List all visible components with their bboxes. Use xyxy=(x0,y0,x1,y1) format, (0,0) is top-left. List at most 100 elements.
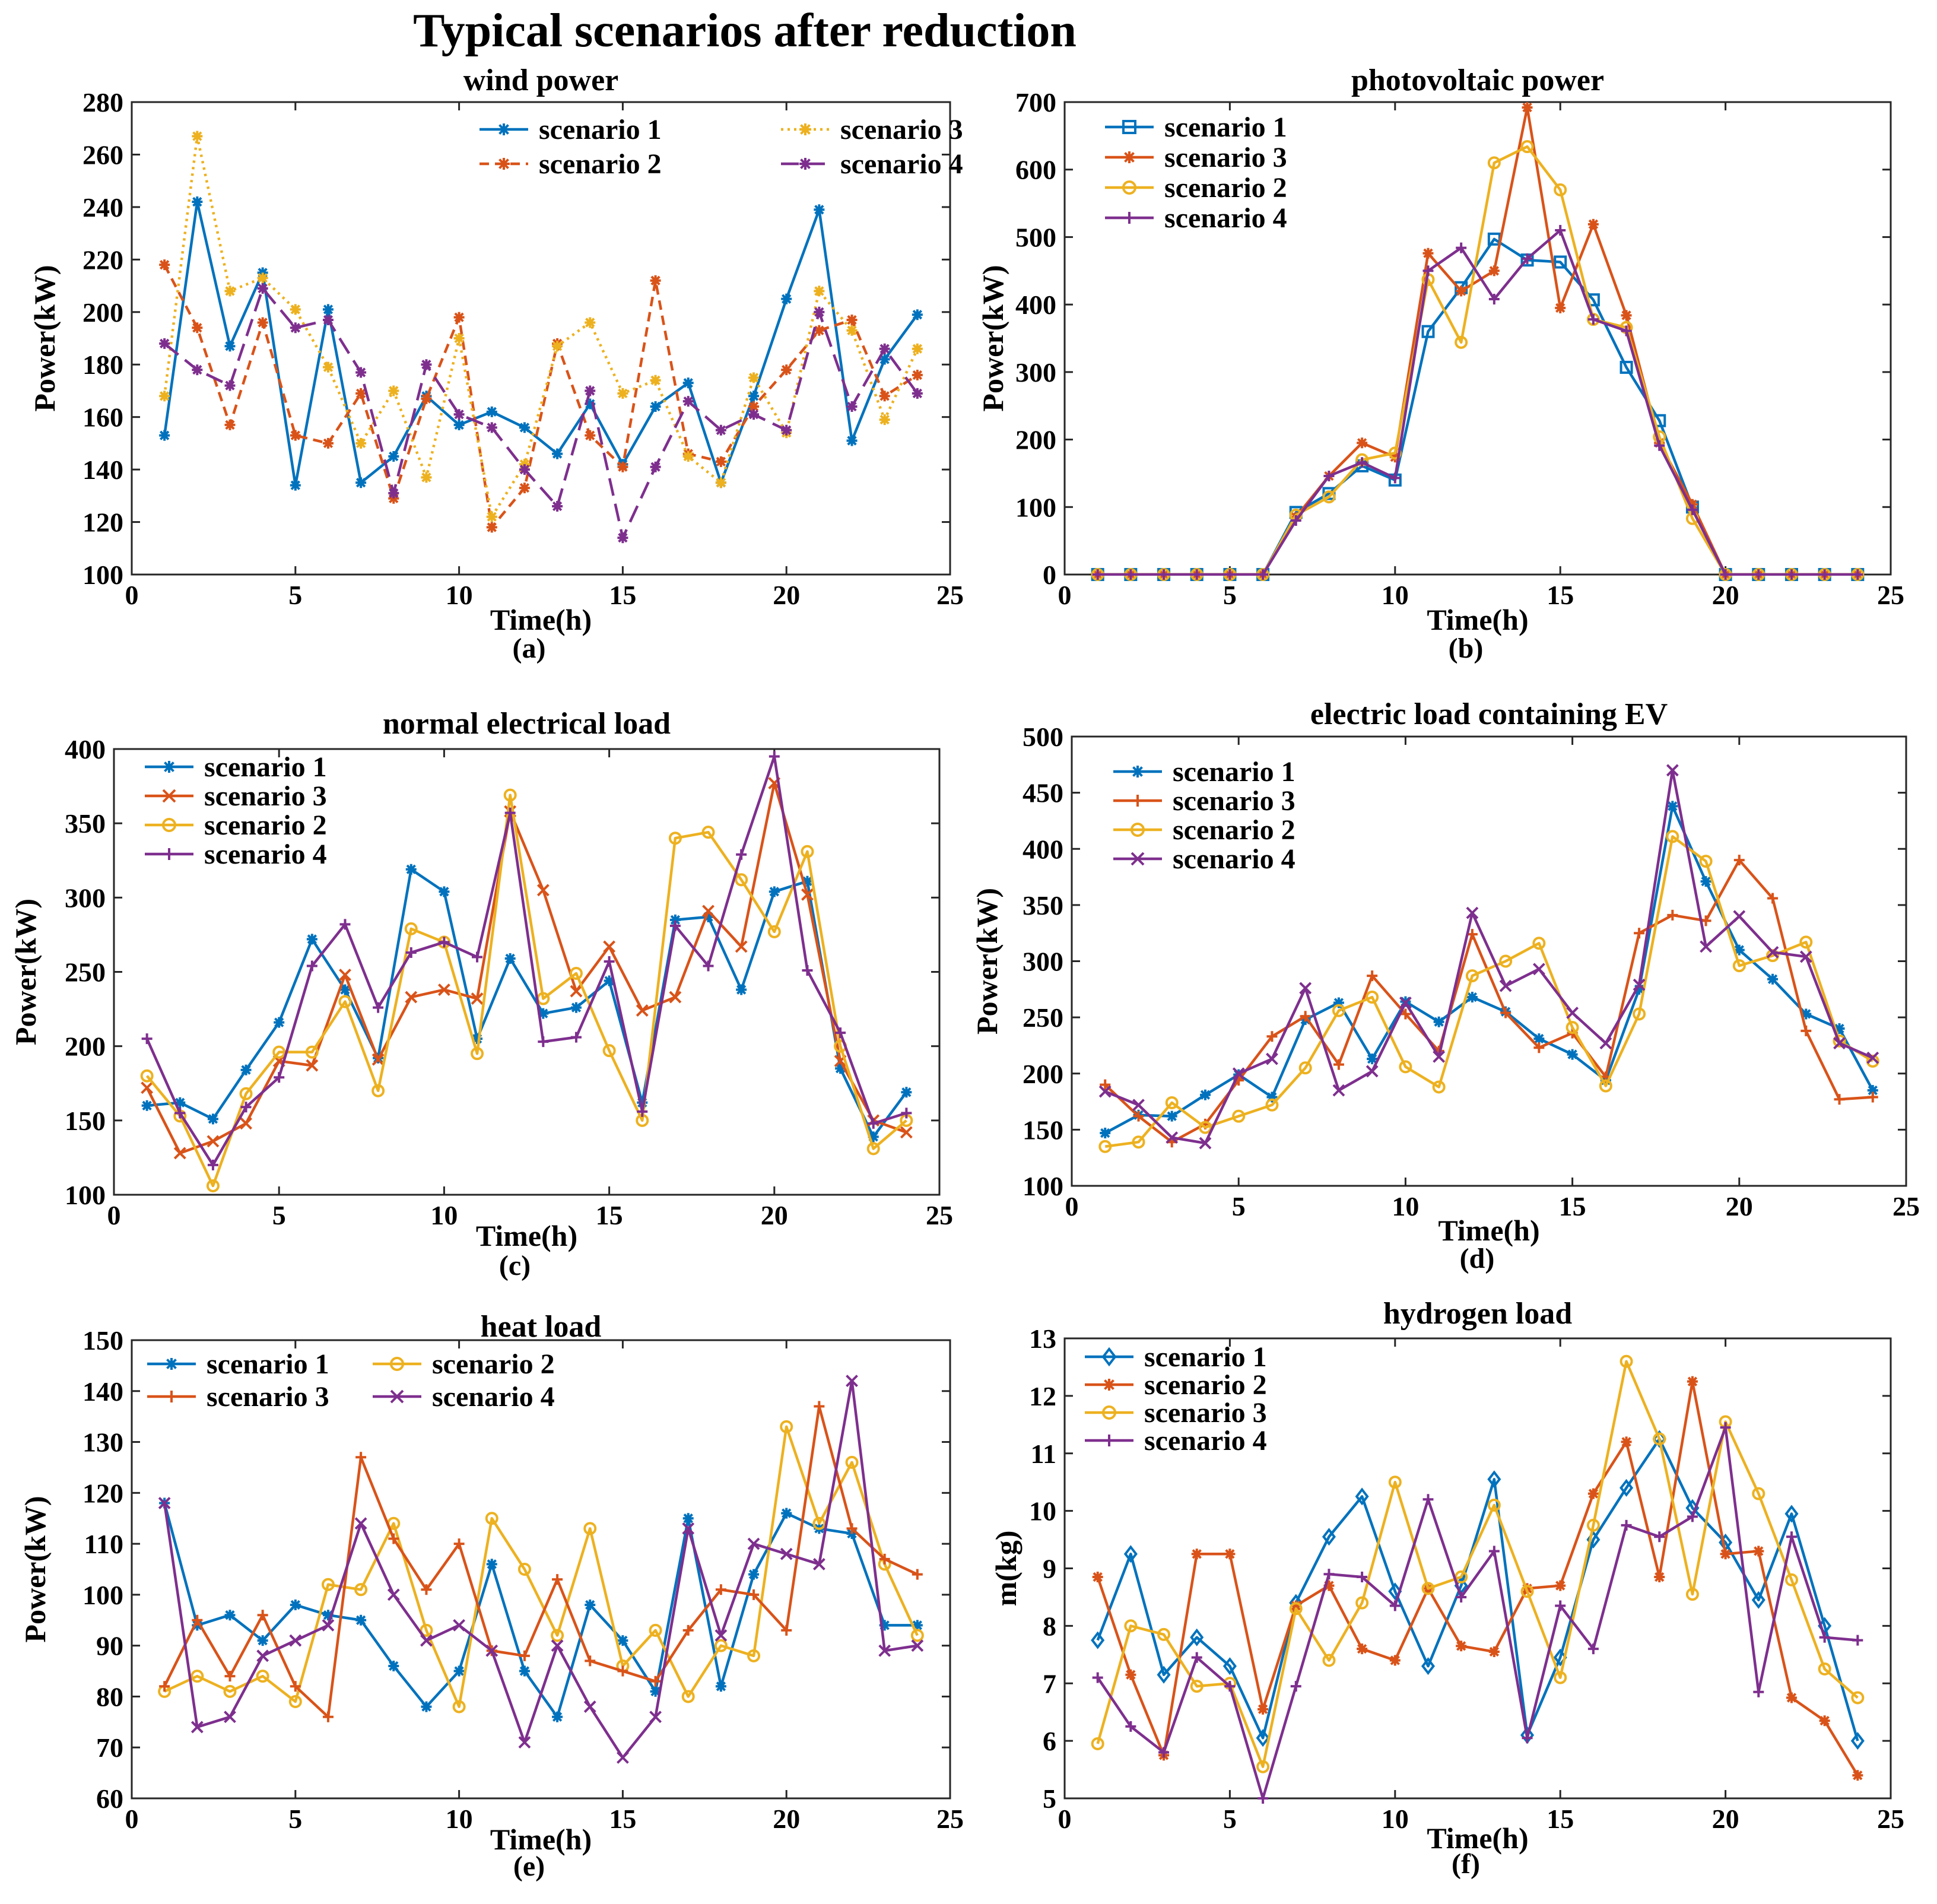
y-tick-label: 140 xyxy=(82,1376,123,1407)
data-point xyxy=(1554,255,1567,269)
data-point xyxy=(814,1401,825,1412)
data-point xyxy=(585,1655,596,1667)
legend-label: scenario 2 xyxy=(1144,1369,1267,1401)
data-point xyxy=(1357,1572,1368,1583)
data-point xyxy=(354,1517,367,1530)
axis-ticks: 0 5 10 15 20 25 0 100 200 300 400 500 600 700 xyxy=(1015,87,1904,610)
data-point xyxy=(1620,360,1633,374)
data-point xyxy=(812,1558,825,1570)
data-point xyxy=(306,960,317,972)
data-point xyxy=(322,437,334,449)
data-point xyxy=(701,826,715,839)
data-point xyxy=(879,414,890,426)
data-point xyxy=(405,991,418,1004)
data-point xyxy=(486,406,497,417)
data-point xyxy=(1666,764,1679,777)
data-point xyxy=(715,424,726,436)
x-axis-label: Time(h) xyxy=(476,1219,577,1252)
data-point xyxy=(1455,1570,1468,1584)
series-line xyxy=(163,264,919,529)
data-point xyxy=(290,1681,301,1692)
data-point xyxy=(1620,1354,1633,1368)
series-4 xyxy=(141,751,912,1170)
data-point xyxy=(769,886,780,897)
series-line xyxy=(1104,769,1874,1145)
y-tick-label: 400 xyxy=(1015,290,1056,320)
data-point xyxy=(1554,1671,1567,1684)
data-point xyxy=(812,1516,826,1530)
x-tick-label: 25 xyxy=(926,1200,953,1230)
data-point xyxy=(371,1053,385,1066)
data-point xyxy=(1633,978,1646,991)
data-point xyxy=(256,1670,269,1683)
data-point xyxy=(1653,1432,1666,1446)
x-tick-label: 20 xyxy=(761,1200,788,1230)
data-point xyxy=(650,461,661,472)
chart-e: 0 5 10 15 20 25 60 70 80 90 100 110 120 130 140 150 scen… xyxy=(18,1310,964,1882)
x-tick-label: 15 xyxy=(609,580,636,610)
data-point xyxy=(1554,183,1567,196)
x-axis-label: Time(h) xyxy=(1427,603,1528,636)
data-point xyxy=(1522,253,1533,264)
data-point xyxy=(355,437,367,449)
y-tick-label: 10 xyxy=(1029,1496,1056,1527)
series-3 xyxy=(1098,830,1879,1153)
chart-title: photovoltaic power xyxy=(1351,64,1604,97)
data-point xyxy=(617,532,628,544)
legend-marker xyxy=(162,818,176,832)
x-axis-label: Time(h) xyxy=(490,603,592,636)
data-point xyxy=(846,325,858,336)
data-point xyxy=(682,451,694,462)
data-point xyxy=(1753,569,1764,580)
data-point xyxy=(1421,325,1435,338)
data-point xyxy=(781,364,792,376)
series-line xyxy=(1096,1380,1859,1776)
legend-marker xyxy=(166,1358,177,1370)
data-point xyxy=(453,1619,466,1632)
data-point xyxy=(453,1538,465,1550)
x-tick-label: 25 xyxy=(936,580,964,610)
data-point xyxy=(1357,457,1368,468)
data-point xyxy=(1867,1091,1878,1103)
data-point xyxy=(879,354,890,365)
legend-marker xyxy=(498,158,510,170)
legend-label: scenario 4 xyxy=(432,1381,555,1413)
data-point xyxy=(472,1033,483,1045)
data-point xyxy=(141,1100,153,1111)
data-point xyxy=(748,1589,760,1600)
data-point xyxy=(240,1117,252,1130)
data-point xyxy=(322,1610,334,1621)
legend-item: scenario 2 xyxy=(480,148,662,180)
legend-marker xyxy=(163,761,175,773)
data-point xyxy=(1732,959,1746,973)
data-point xyxy=(585,385,596,396)
legend-item: scenario 1 xyxy=(1113,756,1295,788)
legend-item: scenario 4 xyxy=(1085,1425,1267,1456)
data-point xyxy=(1199,1137,1212,1150)
data-point xyxy=(472,951,483,963)
data-point xyxy=(1389,1655,1401,1666)
data-point xyxy=(536,884,550,897)
data-point xyxy=(306,934,317,945)
data-point xyxy=(1633,1007,1646,1021)
data-point xyxy=(1488,294,1500,305)
data-point xyxy=(173,1147,186,1160)
data-point xyxy=(1819,1632,1830,1643)
legend-item: scenario 4 xyxy=(1113,843,1295,875)
data-point xyxy=(485,1512,498,1525)
data-point xyxy=(1091,1631,1105,1649)
data-point xyxy=(846,315,858,326)
data-point xyxy=(1784,1505,1799,1523)
data-point xyxy=(388,385,399,396)
legend-marker xyxy=(799,123,811,135)
y-tick-label: 5 xyxy=(1043,1784,1056,1814)
data-point xyxy=(339,984,351,995)
data-point xyxy=(911,1639,924,1652)
chart-title: hydrogen load xyxy=(1383,1297,1572,1331)
data-point xyxy=(1389,472,1401,484)
data-point xyxy=(174,1108,186,1119)
y-tick-label: 100 xyxy=(1023,1171,1063,1201)
data-point xyxy=(159,1681,170,1692)
y-tick-label: 260 xyxy=(82,139,123,170)
data-point xyxy=(290,304,301,315)
